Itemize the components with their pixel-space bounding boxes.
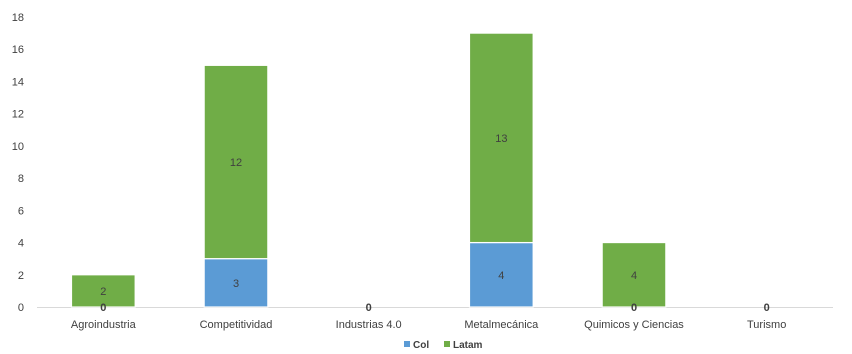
x-tick-label: Turismo — [747, 319, 786, 331]
bar-col-3 — [468, 241, 534, 308]
y-axis: 0 2 4 6 8 10 12 14 16 18 — [12, 12, 24, 314]
y-tick-label: 4 — [18, 238, 24, 250]
data-label: 2 — [100, 286, 106, 298]
y-tick-label: 12 — [12, 109, 24, 121]
x-tick-label: Quimicos y Ciencias — [584, 319, 684, 331]
legend-label-col: Col — [413, 340, 429, 351]
legend-swatch-col — [404, 341, 410, 347]
data-label: 12 — [230, 157, 242, 169]
x-tick-label: Metalmecánica — [464, 319, 539, 331]
data-label: 0 — [366, 302, 372, 314]
y-tick-label: 8 — [18, 173, 24, 185]
x-tick-label: Competitividad — [200, 319, 273, 331]
data-label: 4 — [631, 270, 637, 282]
y-tick-label: 0 — [18, 302, 24, 314]
legend-label-latam: Latam — [453, 340, 483, 351]
data-label: 0 — [631, 302, 637, 314]
bar-latam-1 — [203, 64, 269, 260]
y-tick-label: 18 — [12, 12, 24, 24]
x-tick-label: Agroindustria — [71, 319, 137, 331]
bar-latam-4 — [601, 241, 667, 308]
data-label: 13 — [495, 133, 507, 145]
bar-latam-3 — [468, 32, 534, 244]
legend-swatch-latam — [444, 341, 450, 347]
y-tick-label: 10 — [12, 141, 24, 153]
y-tick-label: 6 — [18, 205, 24, 217]
x-axis: Agroindustria Competitividad Industrias 4.… — [71, 319, 786, 331]
data-labels-group: 0 2 3 12 0 4 13 0 4 0 — [100, 133, 769, 314]
legend: Col Latam — [404, 340, 483, 351]
x-tick-label: Industrias 4.0 — [336, 319, 402, 331]
data-label: 0 — [100, 302, 106, 314]
data-label: 0 — [764, 302, 770, 314]
data-label: 4 — [498, 270, 504, 282]
data-label: 3 — [233, 278, 239, 290]
bar-latam-0 — [70, 274, 136, 308]
bars-group — [70, 32, 667, 308]
y-tick-label: 2 — [18, 270, 24, 282]
y-tick-label: 16 — [12, 44, 24, 56]
bar-col-1 — [203, 258, 269, 308]
y-tick-label: 14 — [12, 76, 24, 88]
